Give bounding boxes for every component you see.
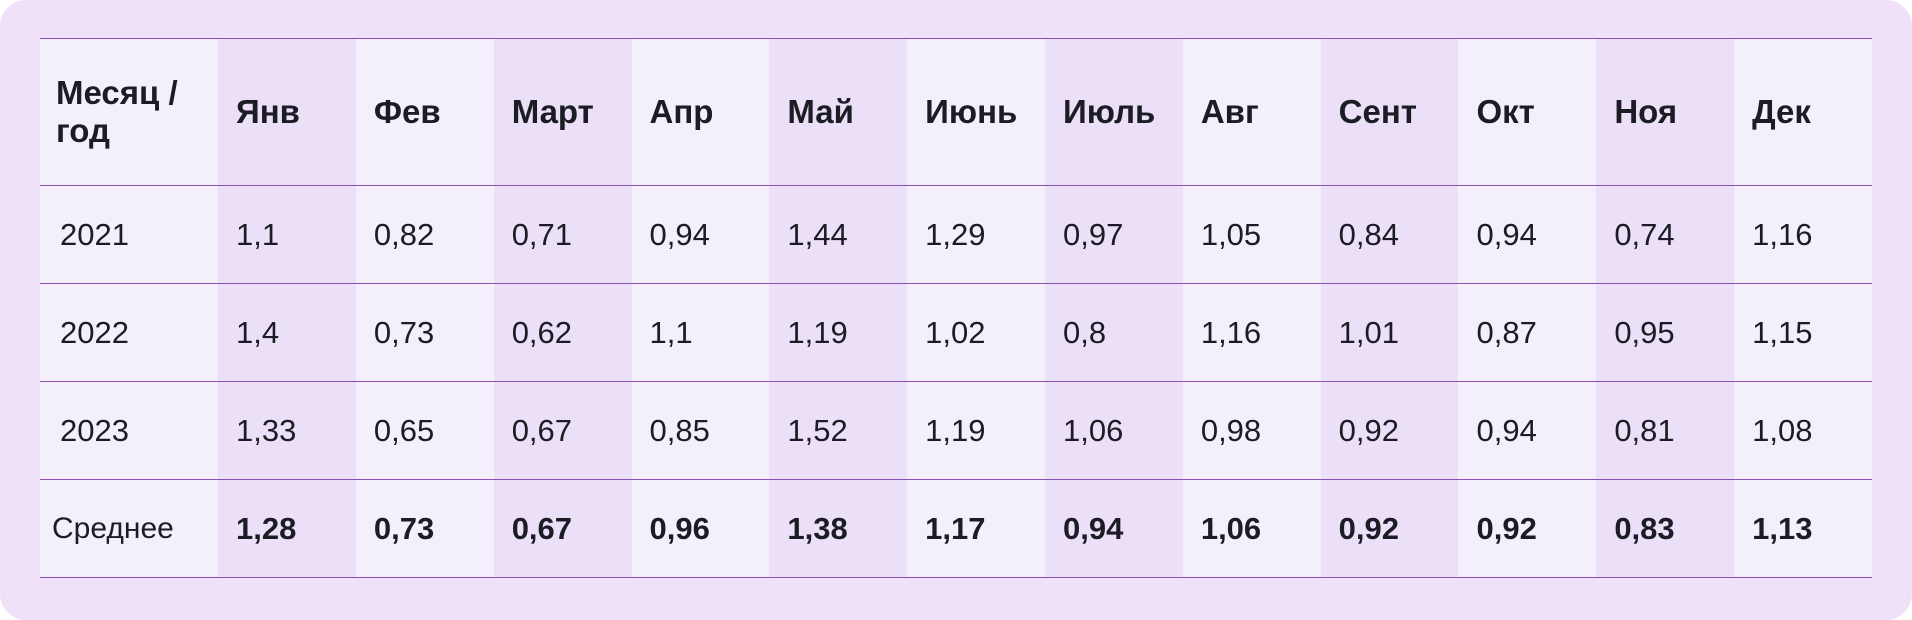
table-cell: 0,92 [1338, 412, 1399, 448]
table-row: 2023 1,33 0,65 0,67 0,85 1,52 1,19 1,06 … [40, 382, 1872, 480]
header-month: Фев [373, 93, 441, 130]
average-cell: 1,28 [236, 510, 297, 546]
table-cell: 0,97 [1063, 216, 1124, 252]
table-cell: 1,16 [1200, 314, 1262, 350]
average-cell: 1,38 [787, 510, 848, 546]
table-cell: 1,08 [1752, 412, 1813, 448]
table-cell: 1,01 [1338, 314, 1399, 350]
header-month: Май [787, 93, 854, 130]
header-month: Янв [236, 93, 300, 130]
table-cell: 0,98 [1200, 412, 1262, 448]
table-cell: 1,1 [236, 216, 280, 252]
average-cell: 0,67 [511, 510, 573, 546]
row-label: 2022 [60, 314, 129, 350]
header-month: Сент [1338, 93, 1417, 130]
header-month-year: Месяц / год [56, 74, 178, 149]
table-cell: 1,29 [925, 216, 986, 252]
header-month: Авг [1200, 93, 1259, 130]
average-cell: 1,13 [1752, 510, 1813, 546]
header-month: Апр [649, 93, 714, 130]
table-cell: 0,71 [511, 216, 573, 252]
table-cell: 0,65 [373, 412, 435, 448]
table-cell: 1,1 [649, 314, 693, 350]
table-cell: 1,4 [236, 314, 280, 350]
average-cell: 1,06 [1200, 510, 1262, 546]
average-cell: 0,92 [1476, 510, 1537, 546]
table-cell: 0,8 [1063, 314, 1107, 350]
table-cell: 1,02 [925, 314, 986, 350]
average-cell: 0,73 [373, 510, 435, 546]
table-cell: 1,05 [1200, 216, 1262, 252]
header-month: Ноя [1614, 93, 1678, 130]
table-cell: 0,85 [649, 412, 710, 448]
table-cell: 0,95 [1614, 314, 1675, 350]
data-table-container: Месяц / год Янв Фев Март Апр Май Июнь Ию… [40, 38, 1872, 578]
table-row: 2022 1,4 0,73 0,62 1,1 1,19 1,02 0,8 1,1… [40, 284, 1872, 382]
table-cell: 0,94 [1476, 412, 1537, 448]
average-cell: 0,83 [1614, 510, 1675, 546]
table-cell: 1,52 [787, 412, 848, 448]
table-cell: 0,62 [511, 314, 573, 350]
row-label: Среднее [52, 511, 174, 545]
table-cell: 1,44 [787, 216, 848, 252]
average-row: Среднее 1,28 0,73 0,67 0,96 1,38 1,17 0,… [40, 480, 1872, 578]
table-row: 2021 1,1 0,82 0,71 0,94 1,44 1,29 0,97 1… [40, 186, 1872, 284]
table-cell: 1,06 [1063, 412, 1124, 448]
table-cell: 1,19 [787, 314, 848, 350]
header-month: Июнь [925, 93, 1018, 130]
table-cell: 0,87 [1476, 314, 1537, 350]
table-cell: 1,19 [925, 412, 986, 448]
table-cell: 0,84 [1338, 216, 1399, 252]
table-cell: 0,94 [1476, 216, 1537, 252]
table-cell: 1,33 [236, 412, 297, 448]
row-label: 2023 [60, 412, 129, 448]
table-cell: 0,73 [373, 314, 435, 350]
header-month: Дек [1752, 93, 1811, 130]
table-cell: 0,94 [649, 216, 710, 252]
header-month: Март [511, 93, 594, 130]
table-cell: 1,15 [1752, 314, 1813, 350]
average-cell: 0,96 [649, 510, 710, 546]
average-cell: 0,92 [1338, 510, 1399, 546]
table-header-row: Месяц / год Янв Фев Март Апр Май Июнь Ию… [40, 38, 1872, 186]
table-cell: 0,82 [373, 216, 435, 252]
row-label: 2021 [60, 216, 129, 252]
average-cell: 0,94 [1063, 510, 1124, 546]
average-cell: 1,17 [925, 510, 986, 546]
table-cell: 0,67 [511, 412, 573, 448]
table-cell: 0,74 [1614, 216, 1675, 252]
table-cell: 1,16 [1752, 216, 1813, 252]
header-month: Окт [1476, 93, 1535, 130]
monthly-values-table: Месяц / год Янв Фев Март Апр Май Июнь Ию… [40, 38, 1872, 578]
table-cell: 0,81 [1614, 412, 1675, 448]
header-month: Июль [1063, 93, 1156, 130]
